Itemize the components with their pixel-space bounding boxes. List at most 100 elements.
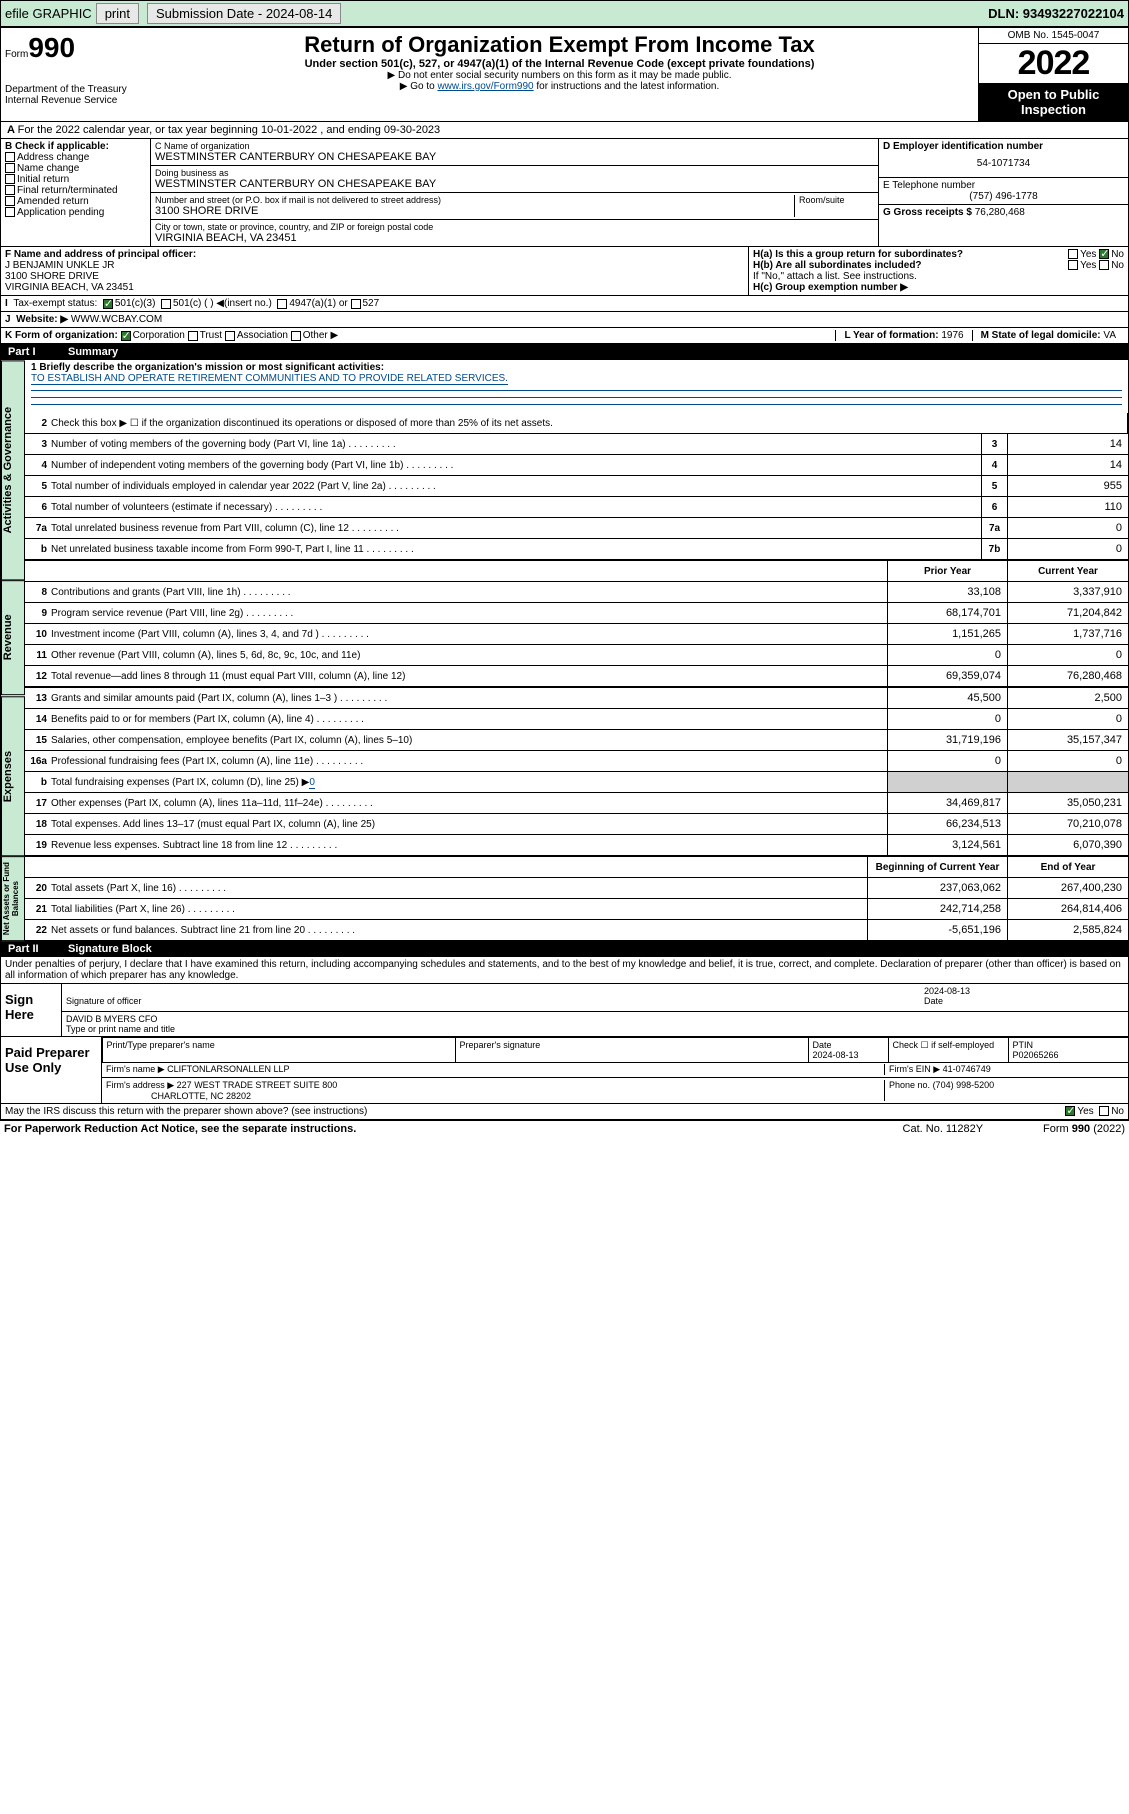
firm-addr: 227 WEST TRADE STREET SUITE 800 (177, 1080, 338, 1090)
officer-label: F Name and address of principal officer: (5, 249, 196, 260)
print-button[interactable]: print (96, 3, 139, 24)
form-number: 990 (28, 32, 75, 63)
city-label: City or town, state or province, country… (155, 222, 874, 232)
footer: For Paperwork Reduction Act Notice, see … (0, 1120, 1129, 1137)
val-3: 14 (1008, 434, 1128, 454)
ein: 54-1071734 (883, 152, 1124, 175)
section-b: B Check if applicable: Address change Na… (1, 139, 151, 246)
sig-date: 2024-08-13 (924, 986, 970, 996)
self-employed-check[interactable]: Check ☐ if self-employed (888, 1037, 1009, 1063)
tab-revenue: Revenue (1, 580, 25, 695)
prep-sig-label: Preparer's signature (455, 1037, 809, 1063)
officer-addr2: VIRGINIA BEACH, VA 23451 (5, 282, 134, 293)
org-name-label: C Name of organization (155, 141, 874, 151)
curr-year-hdr: Current Year (1008, 561, 1128, 581)
city: VIRGINIA BEACH, VA 23451 (155, 232, 874, 244)
app-pending-check[interactable] (5, 207, 15, 217)
tax-period: For the 2022 calendar year, or tax year … (18, 124, 441, 136)
website-label: Website: ▶ (16, 314, 68, 325)
h-b-note: If "No," attach a list. See instructions… (753, 271, 1124, 282)
h-a-label: H(a) Is this a group return for subordin… (753, 249, 963, 260)
501c-check[interactable] (161, 299, 171, 309)
year-formation: 1976 (941, 330, 963, 341)
hb-yes-check[interactable] (1068, 260, 1078, 270)
firm-name: CLIFTONLARSONALLEN LLP (167, 1064, 289, 1074)
tab-expenses: Expenses (1, 696, 25, 856)
topbar: efile GRAPHIC print Submission Date - 20… (0, 0, 1129, 27)
gross-receipts: 76,280,468 (975, 207, 1025, 218)
section-j: J Website: ▶ WWW.WCBAY.COM (0, 312, 1129, 328)
section-deg: D Employer identification number 54-1071… (878, 139, 1128, 246)
website: WWW.WCBAY.COM (71, 314, 162, 325)
street: 3100 SHORE DRIVE (155, 205, 794, 217)
h-b-label: H(b) Are all subordinates included? (753, 260, 922, 271)
cat-no: Cat. No. 11282Y (903, 1123, 984, 1135)
other-check[interactable] (291, 331, 301, 341)
tab-governance: Activities & Governance (1, 360, 25, 580)
hb-no-check[interactable] (1099, 260, 1109, 270)
form-title: Return of Organization Exempt From Incom… (145, 32, 974, 58)
form-prefix: Form (5, 49, 28, 60)
section-fh: F Name and address of principal officer:… (0, 247, 1129, 296)
phone-label: E Telephone number (883, 180, 975, 191)
header-right: OMB No. 1545-0047 2022 Open to Public In… (978, 28, 1128, 121)
note-ssn: ▶ Do not enter social security numbers o… (145, 70, 974, 81)
val-4: 14 (1008, 455, 1128, 475)
discuss-no-check[interactable] (1099, 1106, 1109, 1116)
domicile-state: VA (1103, 330, 1116, 341)
section-a: A For the 2022 calendar year, or tax yea… (0, 122, 1129, 139)
dept-label: Department of the Treasury Internal Reve… (5, 84, 137, 106)
part1-body: Activities & Governance Revenue Expenses… (0, 360, 1129, 941)
section-f: F Name and address of principal officer:… (1, 247, 748, 295)
part1-header: Part I Summary (0, 344, 1129, 360)
527-check[interactable] (351, 299, 361, 309)
trust-check[interactable] (188, 331, 198, 341)
room-label: Room/suite (799, 195, 874, 205)
k-label: K Form of organization: (5, 330, 118, 341)
h-c-label: H(c) Group exemption number ▶ (753, 282, 908, 293)
prep-name-label: Print/Type preparer's name (102, 1037, 456, 1063)
amended-return-check[interactable] (5, 196, 15, 206)
form-subtitle: Under section 501(c), 527, or 4947(a)(1)… (145, 58, 974, 70)
tax-exempt-label: Tax-exempt status: (13, 298, 97, 309)
addr-change-check[interactable] (5, 152, 15, 162)
val-5: 955 (1008, 476, 1128, 496)
discuss-line: May the IRS discuss this return with the… (0, 1104, 1129, 1120)
sign-here-label: Sign Here (1, 984, 61, 1036)
irs-link[interactable]: www.irs.gov/Form990 (437, 81, 533, 92)
ha-no-check[interactable] (1099, 249, 1109, 259)
tab-net-assets: Net Assets or Fund Balances (1, 856, 25, 941)
corp-check[interactable] (121, 331, 131, 341)
tax-year: 2022 (979, 44, 1128, 83)
officer-name: J BENJAMIN UNKLE JR (5, 260, 114, 271)
assoc-check[interactable] (225, 331, 235, 341)
form-version: Form 990 (2022) (1043, 1123, 1125, 1135)
street-label: Number and street (or P.O. box if mail i… (155, 195, 794, 205)
omb-number: OMB No. 1545-0047 (979, 28, 1128, 44)
initial-return-check[interactable] (5, 174, 15, 184)
dba-name: WESTMINSTER CANTERBURY ON CHESAPEAKE BAY (155, 178, 874, 190)
4947-check[interactable] (277, 299, 287, 309)
officer-addr1: 3100 SHORE DRIVE (5, 271, 99, 282)
section-c: C Name of organization WESTMINSTER CANTE… (151, 139, 878, 246)
org-name: WESTMINSTER CANTERBURY ON CHESAPEAKE BAY (155, 151, 874, 163)
section-bcdeg: B Check if applicable: Address change Na… (0, 139, 1129, 247)
name-change-check[interactable] (5, 163, 15, 173)
section-h: H(a) Is this a group return for subordin… (748, 247, 1128, 295)
discuss-yes-check[interactable] (1065, 1106, 1075, 1116)
final-return-check[interactable] (5, 185, 15, 195)
header-left: Form990 Department of the Treasury Inter… (1, 28, 141, 121)
ha-yes-check[interactable] (1068, 249, 1078, 259)
b-header: B Check if applicable: (5, 141, 109, 152)
prep-date: 2024-08-13 (813, 1050, 859, 1060)
line-2: 2Check this box ▶ ☐ if the organization … (25, 413, 1128, 434)
firm-city: CHARLOTTE, NC 28202 (151, 1091, 251, 1101)
line-1: 1 Briefly describe the organization's mi… (25, 360, 1128, 413)
firm-ein: 41-0746749 (943, 1064, 991, 1074)
officer-name-title: DAVID B MYERS CFO (66, 1014, 157, 1024)
501c3-check[interactable] (103, 299, 113, 309)
part1-title: Summary (68, 346, 118, 358)
firm-phone: (704) 998-5200 (933, 1080, 995, 1090)
ein-label: D Employer identification number (883, 141, 1043, 152)
l-label: L Year of formation: (844, 330, 938, 341)
